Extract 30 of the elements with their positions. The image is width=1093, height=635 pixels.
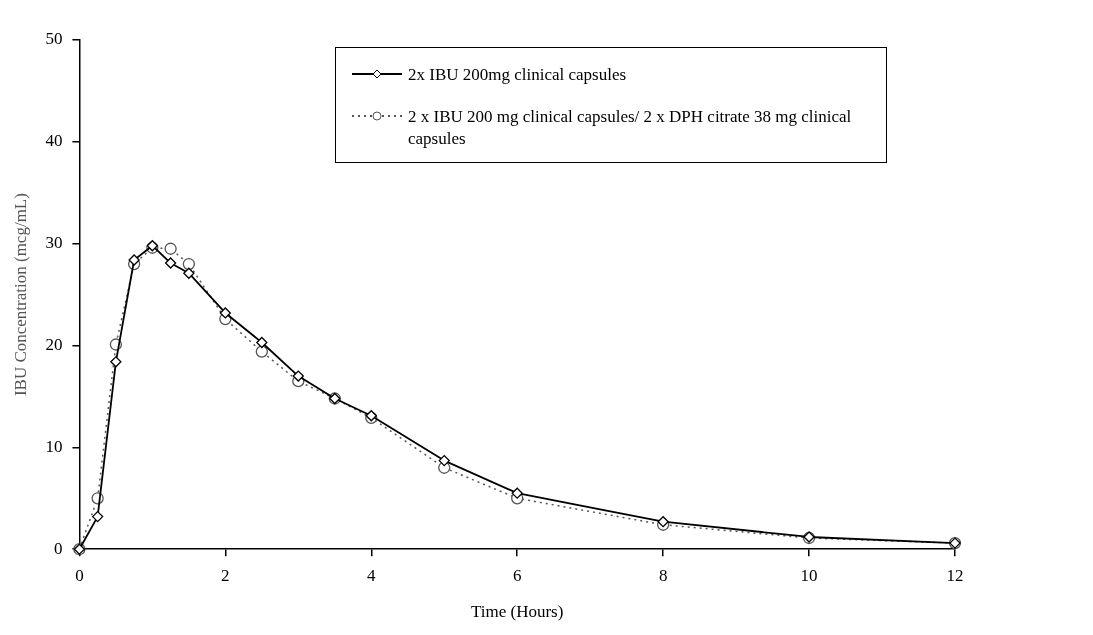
y-tick-label: 20: [45, 334, 63, 354]
y-tick-label: 40: [45, 131, 63, 151]
y-tick-label: 30: [45, 233, 63, 253]
x-tick-label: 8: [658, 565, 668, 585]
y-tick-label: 10: [45, 436, 63, 456]
legend-label: 2 x IBU 200 mg clinical capsules/ 2 x DPH citrate 38 mg clinical capsules: [408, 106, 853, 150]
point: [91, 510, 104, 523]
point: [110, 356, 122, 368]
x-tick-label: 4: [367, 565, 377, 585]
point: [182, 257, 195, 271]
point: [128, 254, 140, 266]
x-tick-label: 12: [946, 565, 964, 585]
point: [511, 487, 523, 499]
x-tick-label: 0: [75, 565, 84, 585]
x-axis-title: Time (Hours): [471, 602, 564, 622]
point: [164, 242, 177, 255]
y-axis-title: IBU Concentration (mcg/mL): [10, 193, 30, 397]
legend-label: 2x IBU 200mg clinical capsules: [408, 64, 627, 86]
point: [164, 257, 177, 269]
point: [255, 345, 268, 358]
point: [219, 307, 231, 319]
point: [183, 267, 195, 279]
x-tick-label: 10: [800, 565, 818, 585]
y-tick-label: 50: [45, 29, 63, 49]
point: [292, 370, 304, 382]
point: [438, 454, 450, 467]
x-tick-label: 2: [221, 565, 230, 585]
point: [256, 336, 268, 349]
y-tick-label: 0: [53, 538, 63, 558]
x-tick-label: 6: [512, 565, 522, 585]
